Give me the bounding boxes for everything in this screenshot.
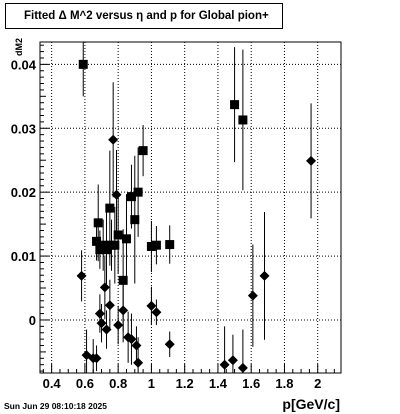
square-marker <box>146 241 156 251</box>
diamond-marker <box>306 155 317 166</box>
square-marker <box>130 215 140 225</box>
x-tick-label: 0.4 <box>43 376 62 391</box>
diamond-marker <box>113 320 124 331</box>
diamond-marker <box>133 357 144 368</box>
x-tick-label: 1.2 <box>176 376 194 391</box>
x-tick-label: 1.8 <box>275 376 293 391</box>
diamond-marker <box>108 134 119 145</box>
timestamp: Sun Jun 29 08:10:18 2025 <box>4 401 108 411</box>
y-tick-label: 0.02 <box>11 185 36 200</box>
square-marker <box>93 218 103 228</box>
square-marker <box>113 230 123 240</box>
square-marker <box>105 203 115 213</box>
diamond-marker <box>91 353 102 364</box>
diamond-marker <box>247 290 258 301</box>
y-axis-label: dM2 <box>14 38 24 56</box>
x-tick-label: 0.6 <box>76 376 94 391</box>
diamond-marker <box>101 324 112 335</box>
data-points <box>76 42 317 373</box>
grid <box>40 42 341 373</box>
square-marker <box>165 240 175 250</box>
axis-ticks <box>40 44 335 373</box>
x-tick-label: 1.4 <box>209 376 228 391</box>
diamond-marker <box>104 300 115 311</box>
y-tick-label: 0.03 <box>11 121 36 136</box>
square-marker <box>92 236 102 246</box>
square-marker <box>133 187 143 197</box>
x-tick-label: 1 <box>148 376 155 391</box>
diamond-marker <box>96 318 107 329</box>
diamond-marker <box>111 189 122 200</box>
diamond-marker <box>151 307 162 318</box>
square-marker <box>121 234 131 244</box>
square-marker <box>138 146 148 156</box>
y-tick-label: 0.04 <box>11 57 37 72</box>
diamond-marker <box>118 305 129 316</box>
square-marker <box>78 59 88 69</box>
diamond-marker <box>237 362 248 373</box>
chart-title: Fitted Δ M^2 versus η and p for Global p… <box>5 3 283 29</box>
plot-frame <box>39 41 342 374</box>
diamond-marker <box>164 339 175 350</box>
square-marker <box>238 115 248 125</box>
diamond-marker <box>146 300 157 311</box>
square-marker <box>102 245 112 255</box>
square-marker <box>126 192 136 202</box>
diamond-marker <box>227 355 238 366</box>
square-marker <box>230 100 240 110</box>
y-tick-label: 0 <box>29 313 36 328</box>
x-tick-label: 2 <box>314 376 321 391</box>
square-marker <box>151 240 161 250</box>
diamond-marker <box>259 270 270 281</box>
diamond-marker <box>131 340 142 351</box>
diamond-marker <box>126 334 137 345</box>
tick-labels: 0.4 0.6 0.8 1 1.2 1.4 1.6 1.8 2 0 0.01 0.02 0.03 0.04 <box>11 57 322 391</box>
diamond-marker <box>76 270 87 281</box>
x-tick-label: 1.6 <box>242 376 260 391</box>
square-marker <box>110 240 120 250</box>
y-tick-label: 0.01 <box>11 249 36 264</box>
diamond-marker <box>219 359 230 370</box>
diamond-marker <box>99 282 110 293</box>
x-axis-label: p[GeV/c] <box>282 396 340 412</box>
diamond-marker <box>94 308 105 319</box>
x-tick-label: 0.8 <box>109 376 127 391</box>
